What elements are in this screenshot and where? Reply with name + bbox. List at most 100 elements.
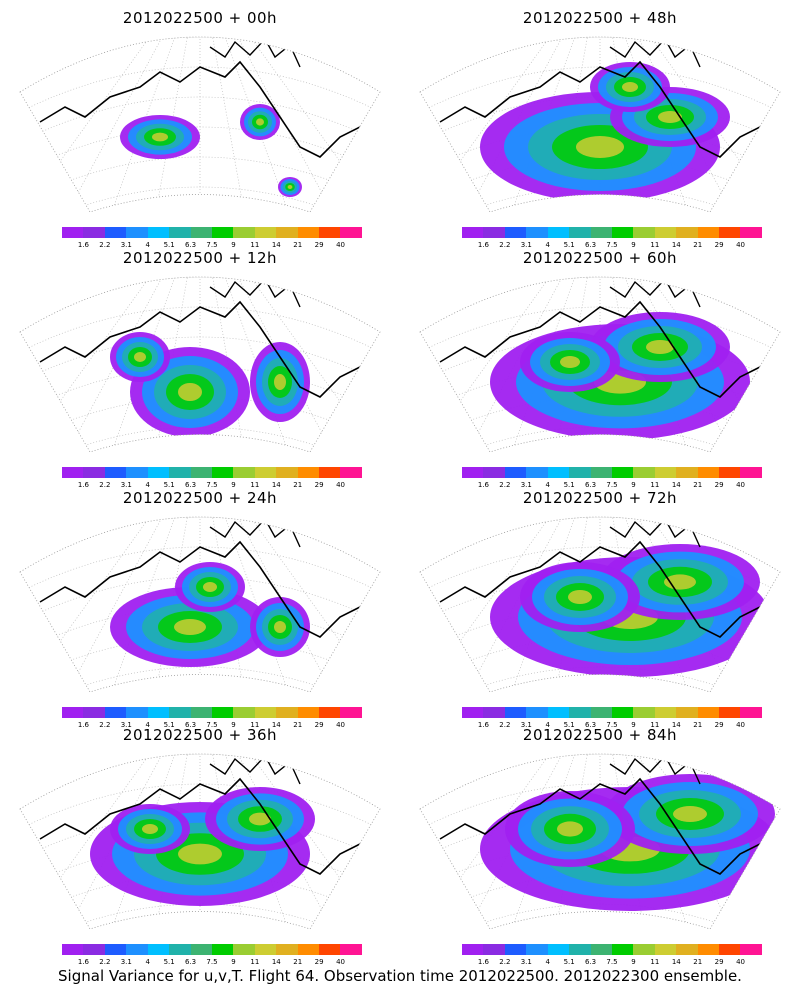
colorbar-swatch bbox=[654, 707, 677, 718]
colorbar-tick-label: 9 bbox=[231, 958, 236, 966]
colorbar-tick-label: 21 bbox=[693, 721, 703, 729]
colorbar-tick-label: 21 bbox=[693, 241, 703, 249]
colorbar-swatch bbox=[719, 707, 741, 718]
variance-contour bbox=[664, 574, 696, 590]
colorbar-swatch bbox=[569, 707, 591, 718]
colorbar-tick-label: 29 bbox=[714, 241, 724, 249]
colorbar-tick-label: 21 bbox=[293, 481, 303, 489]
colorbar-swatch bbox=[740, 944, 762, 955]
colorbar-tick-label: 9 bbox=[231, 481, 236, 489]
colorbar-swatch bbox=[147, 707, 170, 718]
colorbar-tick-label: 9 bbox=[631, 241, 636, 249]
colorbar-tick-label: 5.1 bbox=[563, 241, 575, 249]
coastline bbox=[39, 300, 361, 398]
variance-contour bbox=[646, 340, 674, 354]
colorbar-swatch bbox=[126, 944, 148, 955]
colorbar-swatch bbox=[611, 944, 634, 955]
colorbar-tick-label: 7.5 bbox=[606, 958, 618, 966]
colorbar-swatch bbox=[676, 227, 698, 238]
figure-caption: Signal Variance for u,v,T. Flight 64. Ob… bbox=[58, 967, 742, 985]
colorbar-tick-label: 3.1 bbox=[120, 958, 132, 966]
colorbar-tick-label: 4 bbox=[145, 721, 150, 729]
variance-contour bbox=[287, 185, 293, 189]
colorbar-swatch bbox=[462, 707, 484, 718]
colorbar-swatch bbox=[611, 227, 634, 238]
colorbar-swatch bbox=[233, 707, 255, 718]
colorbar-tick-label: 7.5 bbox=[206, 481, 218, 489]
colorbar-tick-label: 2.2 bbox=[99, 721, 111, 729]
colorbar-swatch bbox=[62, 467, 84, 478]
colorbar-tick-label: 5.1 bbox=[163, 241, 175, 249]
colorbar-tick-label: 14 bbox=[271, 481, 281, 489]
colorbar-swatch bbox=[483, 707, 505, 718]
colorbar-tick-label: 1.6 bbox=[477, 241, 489, 249]
colorbar-swatch bbox=[740, 467, 762, 478]
colorbar-swatch bbox=[276, 467, 298, 478]
colorbar-tick-label: 7.5 bbox=[606, 241, 618, 249]
colorbar-tick-label: 4 bbox=[545, 481, 550, 489]
colorbar-tick-label: 21 bbox=[693, 481, 703, 489]
variance-map bbox=[419, 516, 781, 693]
colorbar-tick-label: 11 bbox=[250, 241, 260, 249]
colorbar-swatch bbox=[590, 707, 612, 718]
colorbar-tick-label: 40 bbox=[336, 721, 346, 729]
colorbar-swatch bbox=[483, 227, 505, 238]
colorbar-tick-label: 40 bbox=[736, 721, 746, 729]
colorbar-tick-label: 11 bbox=[250, 721, 260, 729]
colorbar-swatch bbox=[611, 707, 634, 718]
forecast-panel: 2012022500 + 00h 1.6 2.2 3.1 4 5.1 6.3 7.5 9 11 14… bbox=[5, 5, 395, 250]
colorbar-swatch bbox=[569, 944, 591, 955]
colorbar-swatch bbox=[211, 227, 234, 238]
variance-map bbox=[419, 36, 781, 213]
colorbar bbox=[62, 707, 362, 718]
colorbar-swatch bbox=[504, 944, 527, 955]
variance-map bbox=[419, 276, 781, 453]
colorbar-tick-label: 2.2 bbox=[499, 958, 511, 966]
colorbar-swatch bbox=[654, 467, 677, 478]
colorbar-swatch bbox=[633, 467, 655, 478]
colorbar-swatch bbox=[547, 467, 570, 478]
coastline bbox=[439, 777, 761, 875]
colorbar-tick-label: 2.2 bbox=[99, 481, 111, 489]
colorbar-tick-label: 29 bbox=[714, 721, 724, 729]
forecast-panel: 2012022500 + 84h 1.6 2.2 3.1 4 5.1 6.3 7.5 9 11 14… bbox=[405, 722, 795, 967]
variance-contour bbox=[178, 843, 222, 865]
colorbar-tick-label: 14 bbox=[271, 721, 281, 729]
colorbar bbox=[462, 707, 762, 718]
colorbar-tick-label: 4 bbox=[545, 241, 550, 249]
graticule-line bbox=[420, 754, 780, 805]
colorbar-tick-label: 1.6 bbox=[77, 721, 89, 729]
panel-title: 2012022500 + 36h bbox=[122, 726, 278, 744]
colorbar-swatch bbox=[211, 467, 234, 478]
colorbar-swatch bbox=[697, 944, 720, 955]
colorbar-swatch bbox=[590, 944, 612, 955]
colorbar-swatch bbox=[62, 707, 84, 718]
colorbar-tick-label: 6.3 bbox=[584, 958, 597, 966]
colorbar-tick-label: 9 bbox=[631, 481, 636, 489]
colorbar-swatch bbox=[676, 944, 698, 955]
colorbar-swatch bbox=[147, 467, 170, 478]
colorbar-tick-label: 7.5 bbox=[206, 241, 218, 249]
colorbar-swatch bbox=[104, 944, 127, 955]
colorbar-swatch bbox=[233, 227, 255, 238]
colorbar-swatch bbox=[340, 467, 362, 478]
colorbar-tick-label: 29 bbox=[314, 241, 324, 249]
colorbar-tick-label: 14 bbox=[271, 958, 281, 966]
colorbar-tick-label: 29 bbox=[714, 958, 724, 966]
panel-title: 2012022500 + 12h bbox=[122, 249, 278, 267]
forecast-panel: 2012022500 + 72h 1.6 2.2 3.1 4 5.1 6.3 7.5 9 11 14… bbox=[405, 485, 795, 730]
colorbar-tick-label: 1.6 bbox=[477, 481, 489, 489]
colorbar-tick-label: 1.6 bbox=[477, 958, 489, 966]
colorbar-tick-label: 1.6 bbox=[477, 721, 489, 729]
colorbar-ticks: 1.6 2.2 3.1 4 5.1 6.3 7.5 9 11 14 21 29 40 bbox=[62, 481, 362, 491]
variance-contour bbox=[673, 806, 707, 822]
colorbar-swatch bbox=[276, 227, 298, 238]
graticule-line bbox=[199, 37, 291, 212]
variance-contour bbox=[568, 590, 592, 604]
graticule-line bbox=[509, 37, 601, 212]
colorbar-swatch bbox=[340, 944, 362, 955]
colorbar-tick-label: 6.3 bbox=[184, 241, 197, 249]
colorbar-tick-label: 21 bbox=[293, 241, 303, 249]
coastline bbox=[39, 777, 361, 875]
colorbar-tick-label: 7.5 bbox=[606, 721, 618, 729]
